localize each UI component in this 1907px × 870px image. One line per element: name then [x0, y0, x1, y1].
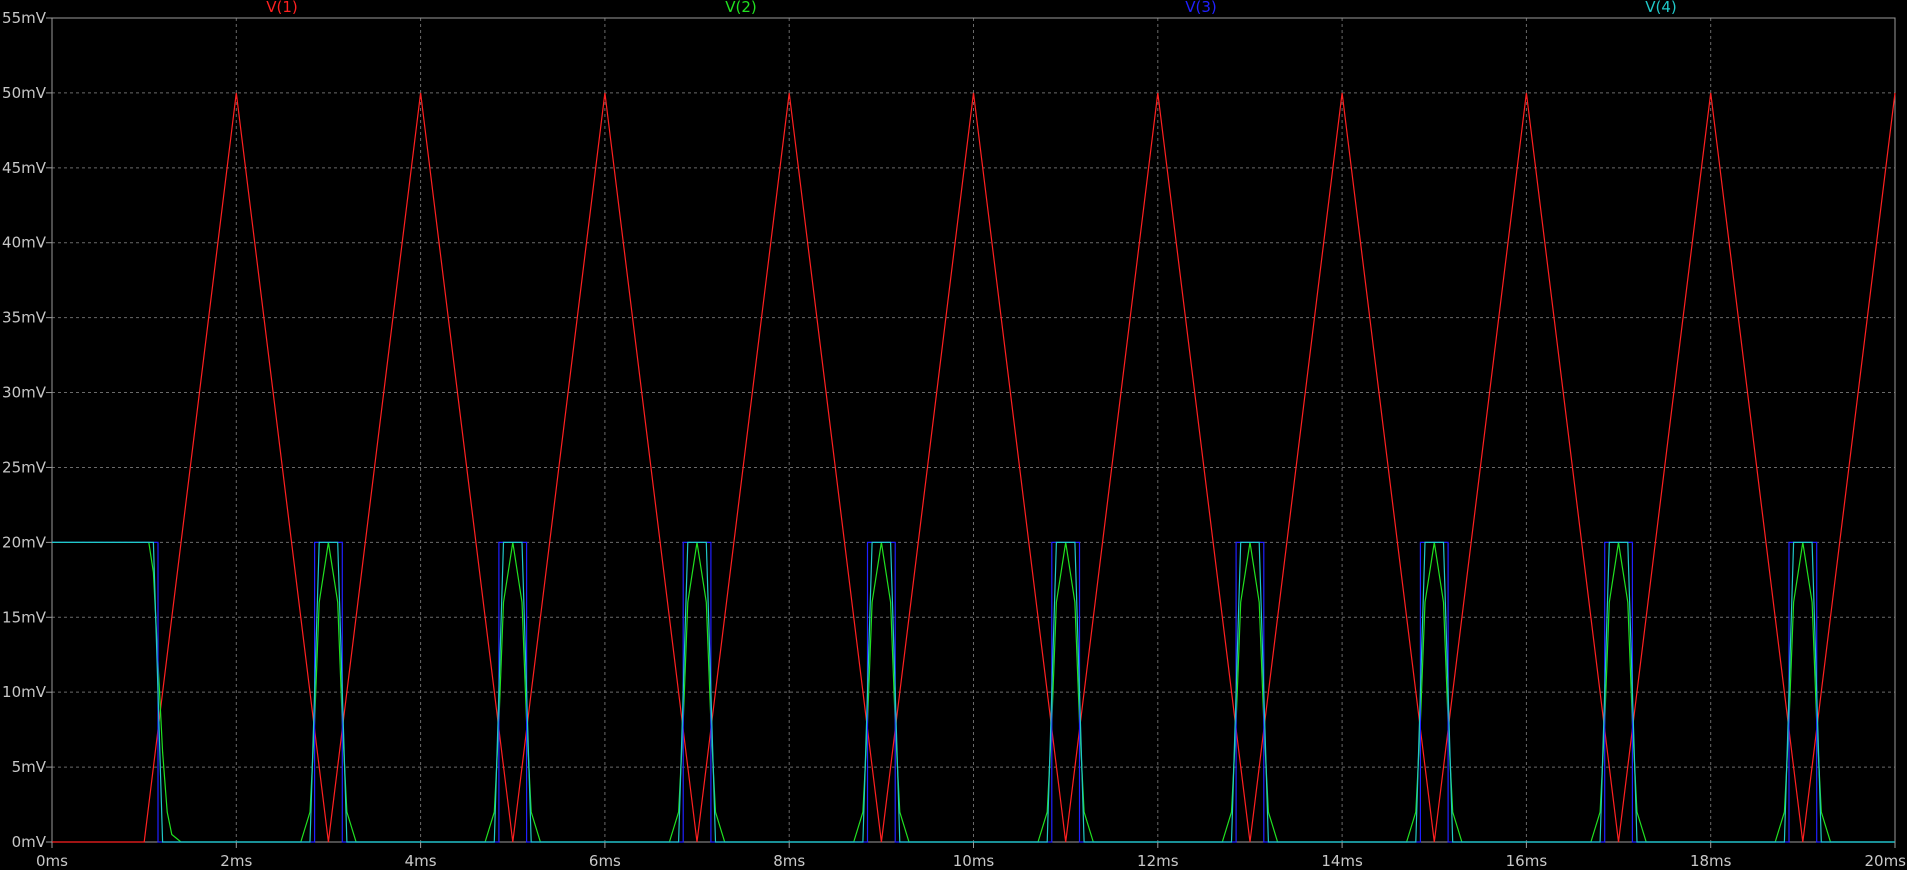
y-tick-label: 15mV: [2, 608, 47, 626]
legend: V(1) V(2) V(3) V(4): [266, 0, 1677, 16]
x-tick-label: 4ms: [405, 852, 437, 870]
x-tick-label: 6ms: [589, 852, 621, 870]
y-tick-label: 20mV: [2, 533, 47, 551]
x-tick-label: 0ms: [36, 852, 68, 870]
y-tick-label: 5mV: [12, 758, 47, 776]
y-tick-label: 55mV: [2, 9, 47, 27]
x-axis-ticks: 0ms 2ms 4ms 6ms 8ms 10ms 12ms 14ms 16ms 18ms 20ms: [36, 842, 1906, 870]
legend-entry: V(4): [1645, 0, 1677, 16]
x-tick-label: 10ms: [953, 852, 995, 870]
x-tick-label: 18ms: [1690, 852, 1732, 870]
legend-entry: V(3): [1185, 0, 1217, 16]
x-tick-label: 20ms: [1864, 852, 1906, 870]
y-tick-label: 50mV: [2, 84, 47, 102]
y-tick-label: 45mV: [2, 159, 47, 177]
legend-entry: V(2): [725, 0, 757, 16]
y-tick-label: 40mV: [2, 234, 47, 252]
x-tick-label: 14ms: [1321, 852, 1363, 870]
y-axis-ticks: 0mV 5mV 10mV 15mV 20mV 25mV 30mV 35mV 40mV 45mV 50…: [2, 9, 52, 851]
y-tick-label: 30mV: [2, 384, 47, 402]
plot-frame: [51, 17, 1896, 843]
x-tick-label: 12ms: [1137, 852, 1179, 870]
series-trace-v1: [52, 92, 1896, 843]
x-tick-label: 8ms: [773, 852, 805, 870]
x-tick-label: 2ms: [220, 852, 252, 870]
x-tick-label: 16ms: [1506, 852, 1548, 870]
y-tick-label: 25mV: [2, 458, 47, 476]
y-tick-label: 35mV: [2, 309, 47, 327]
legend-entry: V(1): [266, 0, 298, 16]
grid: [52, 18, 1895, 842]
y-tick-label: 0mV: [12, 833, 47, 851]
y-tick-label: 10mV: [2, 683, 47, 701]
